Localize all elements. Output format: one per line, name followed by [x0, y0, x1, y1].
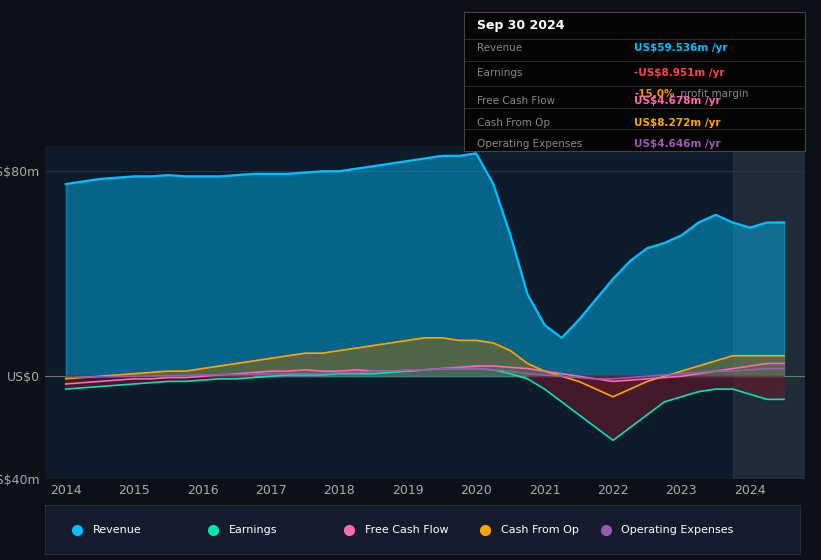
Text: Free Cash Flow: Free Cash Flow	[478, 96, 556, 106]
Text: Revenue: Revenue	[478, 43, 523, 53]
Text: US$8.272m /yr: US$8.272m /yr	[635, 118, 721, 128]
Text: Revenue: Revenue	[93, 525, 141, 535]
Text: US$59.536m /yr: US$59.536m /yr	[635, 43, 727, 53]
Text: Operating Expenses: Operating Expenses	[621, 525, 734, 535]
Text: Free Cash Flow: Free Cash Flow	[365, 525, 448, 535]
Text: profit margin: profit margin	[677, 90, 748, 99]
Text: Earnings: Earnings	[478, 68, 523, 78]
Text: Earnings: Earnings	[229, 525, 277, 535]
Text: US$4.646m /yr: US$4.646m /yr	[635, 139, 721, 149]
Text: Operating Expenses: Operating Expenses	[478, 139, 583, 149]
Text: Sep 30 2024: Sep 30 2024	[478, 19, 565, 32]
Text: Cash From Op: Cash From Op	[478, 118, 551, 128]
Text: -15.0%: -15.0%	[635, 90, 675, 99]
Text: Cash From Op: Cash From Op	[501, 525, 579, 535]
Bar	[732, 146, 805, 479]
Text: US$4.678m /yr: US$4.678m /yr	[635, 96, 721, 106]
Text: -US$8.951m /yr: -US$8.951m /yr	[635, 68, 725, 78]
